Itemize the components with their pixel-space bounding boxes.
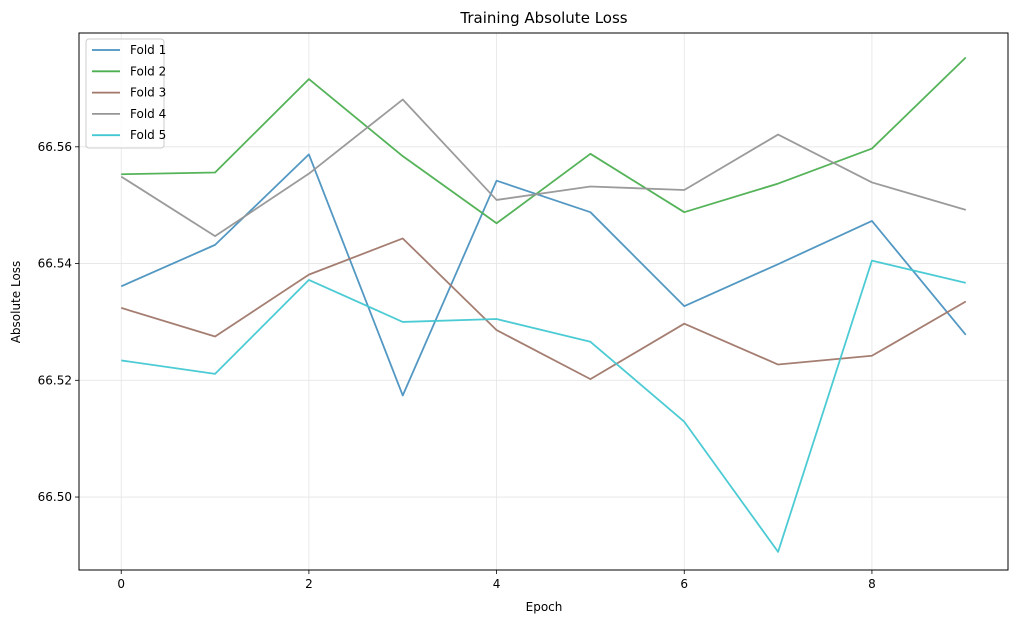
series-line-fold-1: [120, 153, 967, 397]
chart-title: Training Absolute Loss: [459, 9, 627, 27]
legend-label-fold-1: Fold 1: [130, 43, 166, 57]
y-tick-label: 66.52: [38, 373, 72, 387]
x-tick-label: 0: [117, 577, 125, 591]
series-line-fold-2: [121, 56, 967, 225]
y-tick-label: 66.50: [38, 490, 72, 504]
legend-label-fold-3: Fold 3: [130, 86, 166, 100]
legend-label-fold-5: Fold 5: [130, 128, 166, 142]
x-tick-label: 6: [680, 577, 688, 591]
series-line-fold-5: [121, 259, 966, 553]
legend-box: [85, 38, 165, 149]
series-line-fold-3: [120, 237, 967, 381]
plot-frame: [78, 32, 1009, 571]
y-tick-label: 66.56: [38, 140, 72, 154]
x-tick-label: 2: [305, 577, 313, 591]
legend-label-fold-4: Fold 4: [130, 107, 166, 121]
series-layer: [120, 56, 967, 553]
series-line-fold-4: [120, 98, 967, 238]
y-axis-label: Absolute Loss: [9, 261, 23, 344]
y-axis-ticks: 66.50 66.52 66.54 66.56: [38, 140, 79, 504]
x-tick-label: 8: [868, 577, 876, 591]
legend: Fold 1 Fold 2 Fold 3 Fold 4 Fold 5: [85, 38, 166, 149]
legend-label-fold-2: Fold 2: [130, 64, 166, 78]
x-tick-label: 4: [493, 577, 501, 591]
x-axis-label: Epoch: [526, 600, 563, 614]
y-tick-label: 66.54: [38, 257, 72, 271]
x-axis-ticks: 0 2 4 6 8: [117, 570, 876, 591]
grid-lines: [79, 33, 1008, 570]
